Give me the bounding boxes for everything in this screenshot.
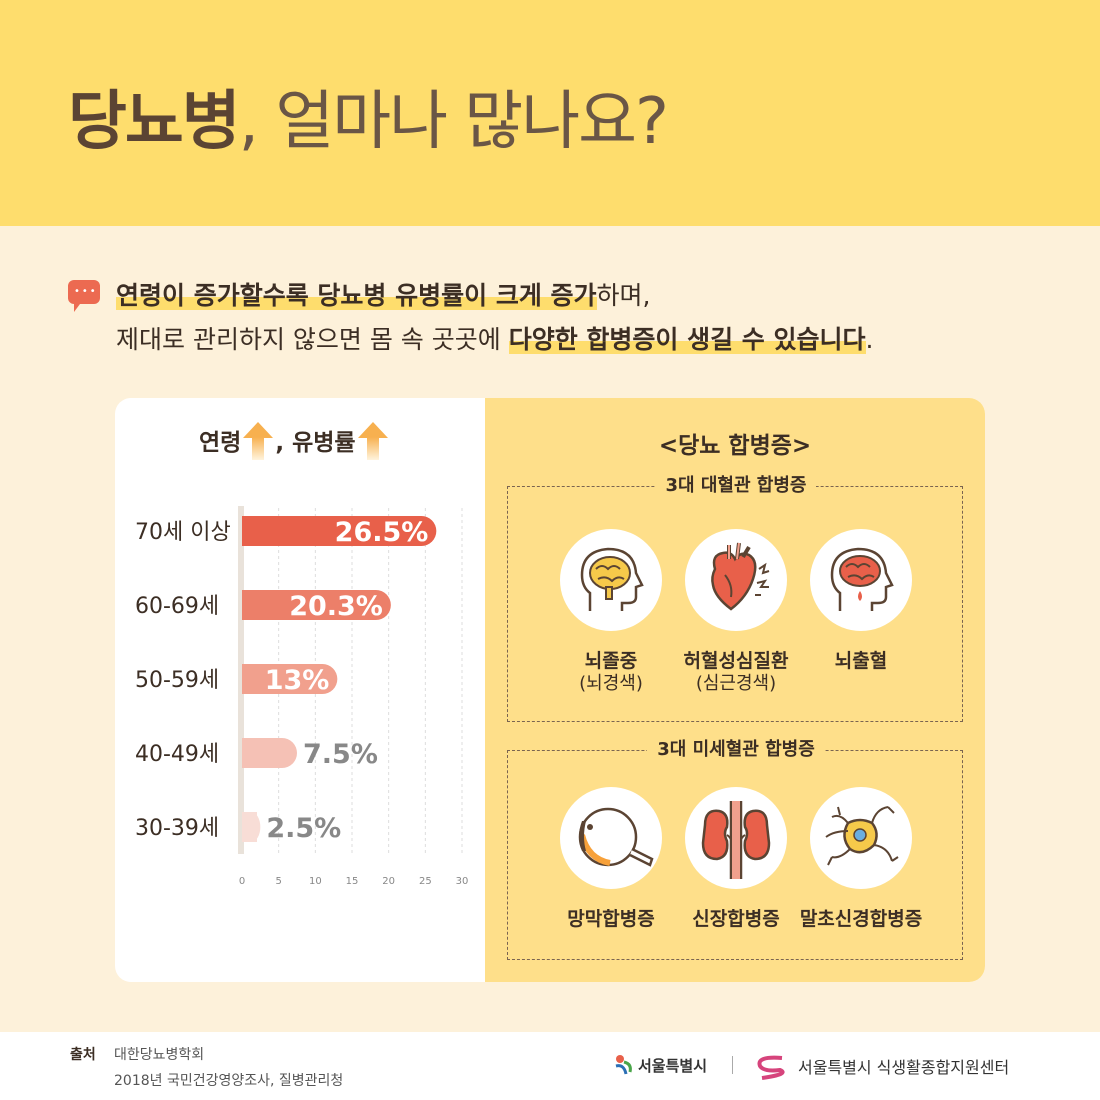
- intro-rest-1: 하며,: [596, 281, 651, 310]
- bar-base: [242, 738, 257, 768]
- category-label: 50-59세: [135, 668, 219, 693]
- value-label: 26.5%: [335, 517, 429, 548]
- nerve-icon: [810, 787, 912, 889]
- bar: [242, 664, 338, 694]
- bar-base: [242, 812, 257, 842]
- center-logo: 서울특별시 식생활종합지원센터: [752, 1054, 1009, 1080]
- x-tick-label: 0: [239, 876, 245, 887]
- complication-sub: (뇌경색): [579, 673, 643, 694]
- complications-panel: <당뇨 합병증> 3대 대혈관 합병증 뇌졸중 (뇌경색): [485, 398, 985, 982]
- intro-start-2: 제대로 관리하지 않으면 몸 속 곳곳에: [116, 325, 509, 354]
- chart-title: 연령 , 유병률: [199, 422, 390, 460]
- macro-group-title: 3대 대혈관 합병증: [508, 471, 964, 497]
- complication-label: 말초신경합병증: [799, 908, 923, 930]
- complication-label: 뇌출혈: [834, 650, 888, 672]
- chart-title-rate: , 유병률: [275, 430, 356, 456]
- title-light: , 얼마나 많나요?: [238, 85, 669, 159]
- source-1: 대한당뇨병학회: [114, 1047, 205, 1063]
- intro-highlight-2: 다양한 합병증이 생길 수 있습니다: [508, 325, 866, 354]
- complication-retinopathy: 망막합병증: [536, 787, 686, 931]
- brain-icon: [560, 529, 662, 631]
- bar-base: [242, 590, 257, 620]
- logo1-text: 서울특별시: [638, 1057, 708, 1075]
- header-banner: 당뇨병, 얼마나 많나요?: [0, 0, 1100, 226]
- bar-base: [242, 664, 257, 694]
- footer-divider: [732, 1056, 733, 1074]
- kidney-icon: [685, 787, 787, 889]
- prevalence-bar-chart: 0 5 10 15 20 25 30 70세 이상 26.5% 60-69세 20.3% 50-59세…: [135, 506, 469, 887]
- complication-stroke: 뇌졸중 (뇌경색): [536, 529, 686, 695]
- category-label: 30-39세: [135, 816, 219, 841]
- center-mark-icon: [757, 1055, 785, 1080]
- footer: 출처 대한당뇨병학회 2018년 국민건강영양조사, 질병관리청 서울특별시 서…: [0, 1032, 1100, 1100]
- value-label: 20.3%: [289, 591, 383, 622]
- source-2: 2018년 국민건강영양조사, 질병관리청: [114, 1073, 344, 1089]
- value-label: 7.5%: [303, 739, 378, 770]
- source-label: 출처: [70, 1047, 96, 1063]
- logo2-text: 서울특별시 식생활종합지원센터: [798, 1058, 1010, 1077]
- x-tick-label: 25: [419, 876, 432, 887]
- bar: [242, 516, 437, 546]
- category-label: 70세 이상: [135, 520, 231, 545]
- complication-ischemic-heart: 허혈성심질환 (심근경색): [661, 529, 811, 695]
- intro-line-2: 제대로 관리하지 않으면 몸 속 곳곳에 다양한 합병증이 생길 수 있습니다.: [116, 320, 873, 356]
- micro-group-title: 3대 미세혈관 합병증: [508, 735, 964, 761]
- macro-group: 3대 대혈관 합병증 뇌졸중 (뇌경색): [507, 475, 963, 722]
- intro-highlight-1: 연령이 증가할수록 당뇨병 유병률이 크게 증가: [116, 281, 597, 310]
- complication-label: 신장합병증: [692, 908, 780, 930]
- main-panel: 연령 , 유병률 0 5 10 15 20 25 30 70세 이상 26.5% 60-69세 20.…: [115, 398, 985, 982]
- complication-label: 허혈성심질환: [683, 650, 789, 672]
- complication-label: 망막합병증: [567, 908, 655, 930]
- seoul-mark-icon: [615, 1055, 632, 1075]
- intro-line-1: 연령이 증가할수록 당뇨병 유병률이 크게 증가하며,: [116, 276, 650, 312]
- value-label: 13%: [265, 665, 330, 696]
- title-bold: 당뇨병: [68, 85, 241, 159]
- category-label: 40-49세: [135, 742, 219, 767]
- x-tick-label: 30: [456, 876, 469, 887]
- complication-neuropathy: 말초신경합병증: [786, 787, 936, 931]
- x-tick-label: 20: [382, 876, 395, 887]
- seoul-logo: 서울특별시: [612, 1054, 707, 1076]
- page-title: 당뇨병, 얼마나 많나요?: [68, 70, 669, 162]
- bar-base: [242, 516, 257, 546]
- y-axis: [238, 506, 244, 854]
- complications-title: <당뇨 합병증>: [658, 433, 812, 459]
- micro-group: 3대 미세혈관 합병증 망막합병증: [507, 739, 963, 960]
- heart-icon: [685, 529, 787, 631]
- chart-title-age: 연령: [199, 430, 242, 456]
- x-tick-label: 5: [275, 876, 281, 887]
- brain-bleed-icon: [810, 529, 912, 631]
- value-label: 2.5%: [266, 813, 341, 844]
- complication-hemorrhage: 뇌출혈: [786, 529, 936, 673]
- up-arrow-icon: [243, 422, 274, 460]
- eye-icon: [560, 787, 662, 889]
- x-tick-label: 15: [346, 876, 359, 887]
- bar: [242, 590, 391, 620]
- up-arrow-icon: [357, 422, 388, 460]
- speech-bubble-icon: •••: [68, 280, 100, 312]
- complication-nephropathy: 신장합병증: [661, 787, 811, 931]
- x-tick-label: 10: [309, 876, 322, 887]
- category-label: 60-69세: [135, 594, 219, 619]
- complication-label: 뇌졸중: [584, 650, 638, 672]
- intro-end-2: .: [865, 325, 874, 354]
- complication-sub: (심근경색): [695, 673, 777, 694]
